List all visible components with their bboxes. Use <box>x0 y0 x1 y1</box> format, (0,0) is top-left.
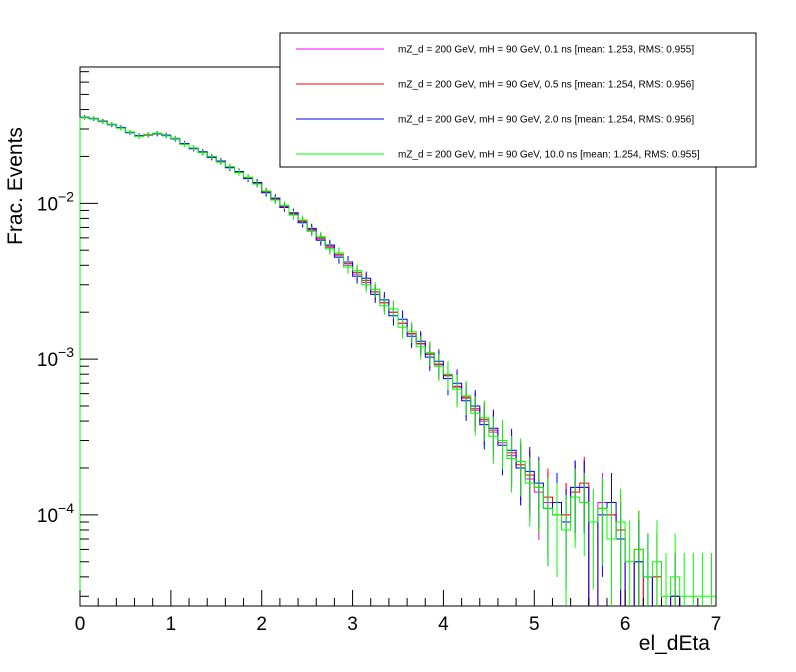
legend-label: mZ_d = 200 GeV, mH = 90 GeV, 0.5 ns [mea… <box>398 80 694 91</box>
legend-entry: mZ_d = 200 GeV, mH = 90 GeV, 0.1 ns [mea… <box>296 45 694 56</box>
x-tick-label: 1 <box>166 614 177 635</box>
x-tick-label: 4 <box>438 614 449 635</box>
legend-entry: mZ_d = 200 GeV, mH = 90 GeV, 0.5 ns [mea… <box>296 80 694 91</box>
x-tick-label: 2 <box>256 614 267 635</box>
series-1 <box>79 115 681 606</box>
series-1-line <box>79 117 681 606</box>
x-tick-label: 5 <box>529 614 540 635</box>
x-tick-label: 6 <box>620 614 631 635</box>
legend: mZ_d = 200 GeV, mH = 90 GeV, 0.1 ns [mea… <box>279 32 757 168</box>
series-4 <box>79 115 717 606</box>
series-2 <box>79 115 681 606</box>
series-3 <box>79 115 681 606</box>
x-tick-label: 0 <box>75 614 86 635</box>
series-2-line <box>79 116 681 606</box>
x-tick-label: 3 <box>347 614 358 635</box>
legend-label: mZ_d = 200 GeV, mH = 90 GeV, 0.1 ns [mea… <box>398 45 694 56</box>
legend-box <box>279 32 757 168</box>
y-tick-label: 10−2 <box>37 188 74 215</box>
series-4-line <box>79 117 717 606</box>
legend-label: mZ_d = 200 GeV, mH = 90 GeV, 2.0 ns [mea… <box>398 115 694 126</box>
series-3-line <box>79 116 681 606</box>
y-tick-label: 10−3 <box>37 344 74 371</box>
legend-entry: mZ_d = 200 GeV, mH = 90 GeV, 2.0 ns [mea… <box>296 115 694 126</box>
x-axis-label: el_dEta <box>639 632 711 655</box>
y-axis-label: Frac. Events <box>4 127 27 245</box>
y-tick-label: 10−4 <box>37 500 74 527</box>
x-tick-label: 7 <box>711 614 722 635</box>
legend-label: mZ_d = 200 GeV, mH = 90 GeV, 10.0 ns [me… <box>398 150 700 161</box>
legend-entry: mZ_d = 200 GeV, mH = 90 GeV, 10.0 ns [me… <box>296 150 700 161</box>
